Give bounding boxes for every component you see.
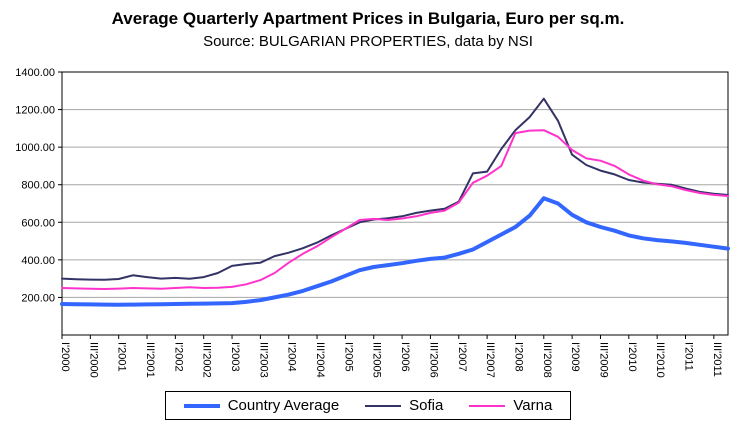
svg-text:I'2005: I'2005 <box>342 342 354 372</box>
svg-text:III'2011: III'2011 <box>711 342 723 377</box>
svg-text:1000.00: 1000.00 <box>15 142 55 154</box>
svg-text:I'2009: I'2009 <box>569 342 581 372</box>
svg-text:I'2011: I'2011 <box>682 342 694 371</box>
svg-text:I'2000: I'2000 <box>59 342 71 372</box>
svg-text:III'2006: III'2006 <box>427 342 439 378</box>
svg-text:I'2002: I'2002 <box>172 342 184 372</box>
legend-label-sofia: Sofia <box>409 397 444 414</box>
svg-text:III'2005: III'2005 <box>371 342 383 378</box>
legend-line-sample-country-average <box>183 403 220 408</box>
svg-text:200.00: 200.00 <box>21 292 55 304</box>
svg-text:400.00: 400.00 <box>21 255 55 267</box>
legend-line-sample-sofia <box>365 404 402 407</box>
legend-item-varna: Varna <box>469 397 552 414</box>
svg-text:800.00: 800.00 <box>21 180 55 192</box>
svg-text:III'2001: III'2001 <box>144 342 156 378</box>
chart-title: Average Quarterly Apartment Prices in Bu… <box>111 9 625 28</box>
legend-line-sample-varna <box>469 404 506 407</box>
svg-text:I'2010: I'2010 <box>626 342 638 372</box>
svg-text:I'2007: I'2007 <box>456 342 468 372</box>
chart-subtitle: Source: BULGARIAN PROPERTIES, data by NS… <box>203 33 533 50</box>
svg-text:I'2004: I'2004 <box>286 342 298 372</box>
legend-item-country-average: Country Average <box>183 397 340 414</box>
svg-text:III'2002: III'2002 <box>201 342 213 378</box>
legend-label-varna: Varna <box>513 397 553 414</box>
svg-text:I'2006: I'2006 <box>399 342 411 372</box>
svg-text:1200.00: 1200.00 <box>15 105 55 117</box>
svg-text:I'2008: I'2008 <box>512 342 524 372</box>
chart-plot-area: 200.00 400.00 600.00 800.00 1000.00 1200.00 14… <box>15 67 730 378</box>
legend-wrap: Country Average Sofia Varna <box>0 391 736 420</box>
svg-text:III'2010: III'2010 <box>654 342 666 378</box>
svg-text:1400.00: 1400.00 <box>15 67 55 79</box>
svg-text:III'2003: III'2003 <box>257 342 269 378</box>
legend-item-sofia: Sofia <box>365 397 443 414</box>
svg-text:III'2007: III'2007 <box>484 342 496 378</box>
legend-label-country-average: Country Average <box>227 397 340 414</box>
svg-text:III'2004: III'2004 <box>314 342 326 378</box>
svg-text:I'2001: I'2001 <box>116 342 128 372</box>
chart-legend: Country Average Sofia Varna <box>164 391 572 420</box>
svg-text:I'2003: I'2003 <box>229 342 241 372</box>
svg-text:III'2008: III'2008 <box>541 342 553 378</box>
svg-text:III'2009: III'2009 <box>597 342 609 378</box>
svg-text:III'2000: III'2000 <box>87 342 99 378</box>
svg-text:600.00: 600.00 <box>21 217 55 229</box>
